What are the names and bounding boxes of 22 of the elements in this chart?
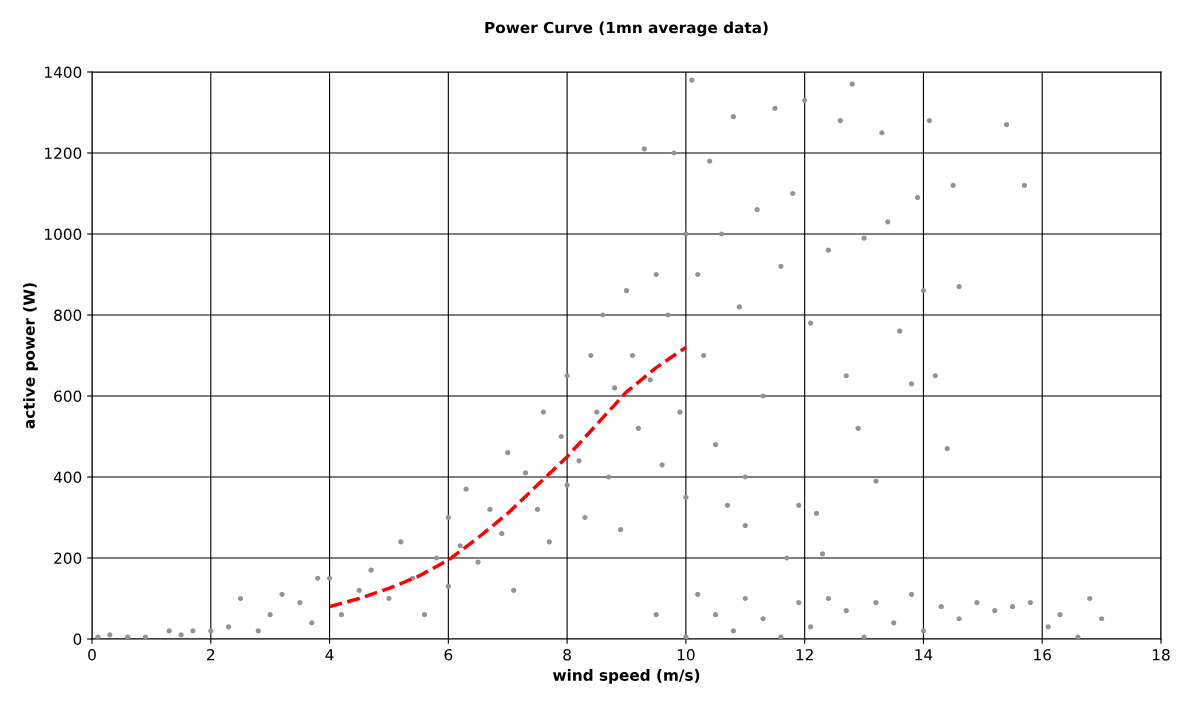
y-tick-label: 1400 <box>45 66 82 79</box>
x-tick-label: 14 <box>915 649 933 661</box>
x-tick-label: 16 <box>1034 648 1051 661</box>
y-tick-label: 1200 <box>45 147 82 160</box>
x-tick-label: 6 <box>444 648 453 661</box>
x-axis-title: wind speed (m/s) <box>553 669 700 684</box>
x-tick-label: 10 <box>677 648 695 661</box>
y-tick-label: 1000 <box>45 228 82 241</box>
y-tick-label: 600 <box>54 390 82 403</box>
chart-title: Power Curve (1mn average data) <box>485 21 768 37</box>
y-axis-title: active power (W) <box>23 283 38 429</box>
x-tick-label: 4 <box>325 649 334 661</box>
x-tick-label: 2 <box>207 648 215 661</box>
y-tick-label: 200 <box>54 552 82 565</box>
y-tick-label: 0 <box>73 633 82 646</box>
line-series <box>327 345 688 609</box>
x-tick-label: 8 <box>563 648 571 661</box>
y-tick-label: 800 <box>54 309 82 322</box>
x-tick-label: 0 <box>88 648 96 661</box>
y-tick-label: 400 <box>53 471 82 484</box>
x-tick-label: 18 <box>1152 648 1170 661</box>
x-tick-label: 12 <box>796 648 813 661</box>
